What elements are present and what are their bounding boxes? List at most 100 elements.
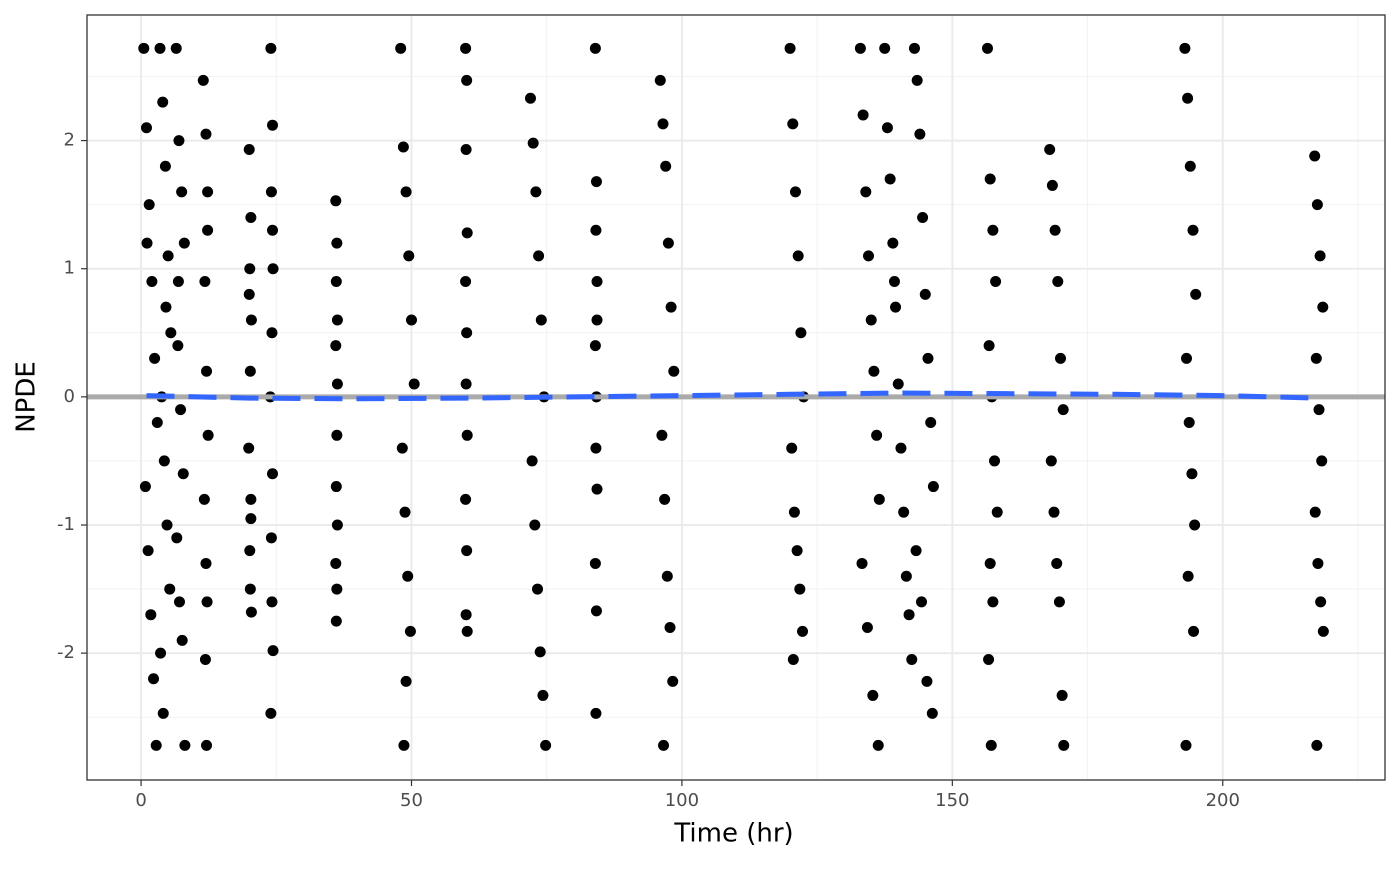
data-point [540,739,552,751]
data-point [786,442,798,454]
data-point [1181,352,1193,364]
data-point [1058,739,1070,751]
data-point [173,596,185,608]
data-point [1186,468,1198,480]
data-point [867,689,879,701]
data-point [245,606,257,618]
x-tick-label: 0 [135,790,146,811]
y-axis-title: NPDE [12,361,42,433]
data-point [461,227,473,239]
data-point [888,276,900,288]
data-point [197,74,209,86]
data-point [172,276,184,288]
data-point [1056,689,1068,701]
data-point [330,276,342,288]
data-point [668,365,680,377]
data-point [926,707,938,719]
data-point [1182,92,1194,104]
data-point [265,707,277,719]
data-point [267,645,279,657]
data-point [589,42,601,54]
data-point [460,144,472,156]
data-point [1183,416,1195,428]
data-point [245,314,257,326]
data-point [143,199,155,211]
data-point [879,42,891,54]
data-point [985,739,997,751]
data-point [865,314,877,326]
data-point [981,42,993,54]
data-point [1052,276,1064,288]
data-point [157,707,169,719]
data-point [900,570,912,582]
data-point [892,378,904,390]
data-point [661,570,673,582]
data-point [159,160,171,172]
data-point [857,109,869,121]
data-point [151,416,163,428]
data-point [881,122,893,134]
x-tick-label: 100 [665,790,699,811]
data-point [529,519,541,531]
data-point [914,128,926,140]
data-point [665,301,677,313]
data-point [265,186,277,198]
data-point [884,173,896,185]
data-point [1182,570,1194,582]
data-point [397,141,409,153]
data-point [200,128,212,140]
data-point [1317,301,1329,313]
data-point [590,442,602,454]
data-point [590,707,602,719]
data-point [162,250,174,262]
data-point [244,263,256,275]
data-point [667,675,679,687]
data-point [887,237,899,249]
data-point [1180,739,1192,751]
data-point [533,250,545,262]
data-point [403,250,415,262]
data-point [460,493,472,505]
data-point [408,378,420,390]
data-point [922,352,934,364]
data-point [157,96,169,108]
data-point [1312,557,1324,569]
data-point [863,250,875,262]
data-point [987,224,999,236]
data-point [983,340,995,352]
data-point [911,74,923,86]
x-tick-label: 150 [935,790,969,811]
data-point [1053,596,1065,608]
data-point [1179,42,1191,54]
data-point [591,314,603,326]
data-point [406,314,417,326]
data-point [170,42,182,54]
data-point [925,416,937,428]
data-point [658,739,670,751]
trend-line [146,390,1321,402]
y-tick-label: 2 [64,130,75,151]
data-point [984,173,996,185]
data-point [530,186,542,198]
data-point [267,263,279,275]
data-point [155,647,167,659]
data-point [178,237,190,249]
y-tick-label: -1 [57,514,75,535]
data-point [140,122,152,134]
data-point [461,625,473,637]
data-point [200,557,212,569]
data-point [589,340,601,352]
data-point [175,404,187,416]
data-point [396,442,408,454]
data-point [917,211,929,223]
data-point [919,288,931,300]
data-point [532,583,544,595]
data-point [460,378,472,390]
data-point [245,493,257,505]
y-tick-label: -2 [57,642,75,663]
data-point [266,327,278,339]
data-point [590,605,602,617]
data-point [1055,352,1066,364]
data-point [788,506,800,518]
